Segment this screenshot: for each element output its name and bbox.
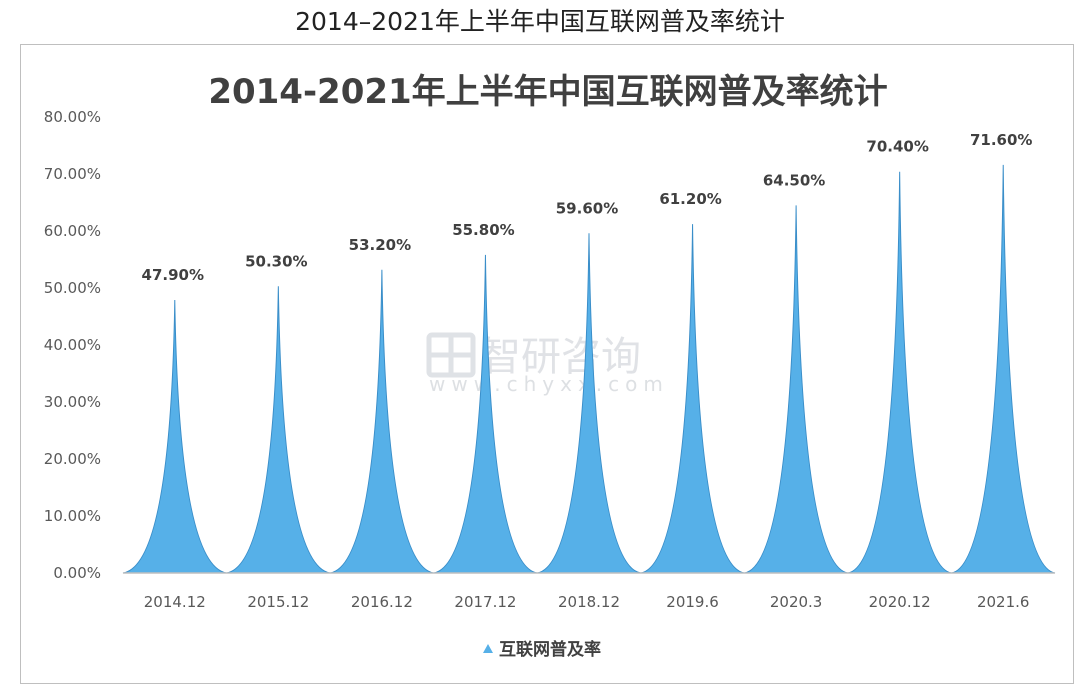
y-axis: 0.00% 10.00% 20.00% 30.00% 40.00% 50.00% 60.00… xyxy=(44,108,101,582)
data-label: 50.30% xyxy=(245,252,307,270)
y-tick-label: 30.00% xyxy=(44,393,101,411)
spike-bar-2020.3 xyxy=(744,205,848,574)
chart-title: 2014-2021年上半年中国互联网普及率统计 xyxy=(208,72,887,112)
data-label: 70.40% xyxy=(866,138,928,156)
x-axis: 2014.12 2015.12 2016.12 2017.12 2018.12 2019.… xyxy=(123,572,1055,611)
x-tick-label: 2015.12 xyxy=(247,593,309,611)
x-tick-label: 2018.12 xyxy=(558,593,620,611)
spike-bar-2017.12 xyxy=(433,254,538,574)
spike-bar-2020.12 xyxy=(847,171,952,574)
data-label: 64.50% xyxy=(763,171,825,189)
x-tick-label: 2021.6 xyxy=(977,593,1030,611)
spike-bar-2018.12 xyxy=(537,233,641,574)
y-tick-label: 10.00% xyxy=(44,507,101,525)
data-label: 47.90% xyxy=(142,266,204,284)
data-label: 53.20% xyxy=(349,236,411,254)
spike-bar-2021.6 xyxy=(951,164,1056,574)
x-tick-label: 2017.12 xyxy=(454,593,516,611)
x-tick-label: 2020.3 xyxy=(770,593,823,611)
y-tick-label: 70.00% xyxy=(44,165,101,183)
data-labels: 47.90% 50.30% 53.20% 55.80% 59.60% 61.20% 64.5… xyxy=(142,131,1033,284)
watermark-url: www.chyxx.com xyxy=(429,372,669,396)
watermark-brand: 智研咨询 xyxy=(481,334,641,380)
chyxx-logo-icon xyxy=(426,332,476,378)
y-tick-label: 40.00% xyxy=(44,336,101,354)
watermark: 智研咨询 www.chyxx.com xyxy=(426,332,669,396)
x-tick-label: 2020.12 xyxy=(869,593,931,611)
data-label: 61.20% xyxy=(659,190,721,208)
spike-bar-2016.12 xyxy=(330,269,434,574)
legend-series-name: 互联网普及率 xyxy=(499,639,601,660)
series-spikes xyxy=(122,164,1056,574)
spike-bar-2019.6 xyxy=(640,224,745,574)
page-heading: 2014–2021年上半年中国互联网普及率统计 xyxy=(295,7,785,36)
x-tick-label: 2014.12 xyxy=(144,593,206,611)
legend-marker xyxy=(483,644,493,653)
y-tick-label: 50.00% xyxy=(44,279,101,297)
chart-frame: 2014-2021年上半年中国互联网普及率统计 智研咨询 www.chyxx.c… xyxy=(20,44,1074,684)
data-label: 59.60% xyxy=(556,199,618,217)
x-tick-label: 2019.6 xyxy=(666,593,719,611)
y-tick-label: 0.00% xyxy=(53,564,101,582)
x-tick-label: 2016.12 xyxy=(351,593,413,611)
legend: 互联网普及率 xyxy=(483,639,601,660)
y-tick-label: 80.00% xyxy=(44,108,101,126)
spike-bar-2014.12 xyxy=(122,299,227,574)
data-label: 71.60% xyxy=(970,131,1032,149)
data-label: 55.80% xyxy=(452,221,514,239)
y-tick-label: 60.00% xyxy=(44,222,101,240)
spike-bar-2015.12 xyxy=(226,286,331,574)
chart-svg: 2014-2021年上半年中国互联网普及率统计 智研咨询 www.chyxx.c… xyxy=(44,72,1056,660)
y-tick-label: 20.00% xyxy=(44,450,101,468)
